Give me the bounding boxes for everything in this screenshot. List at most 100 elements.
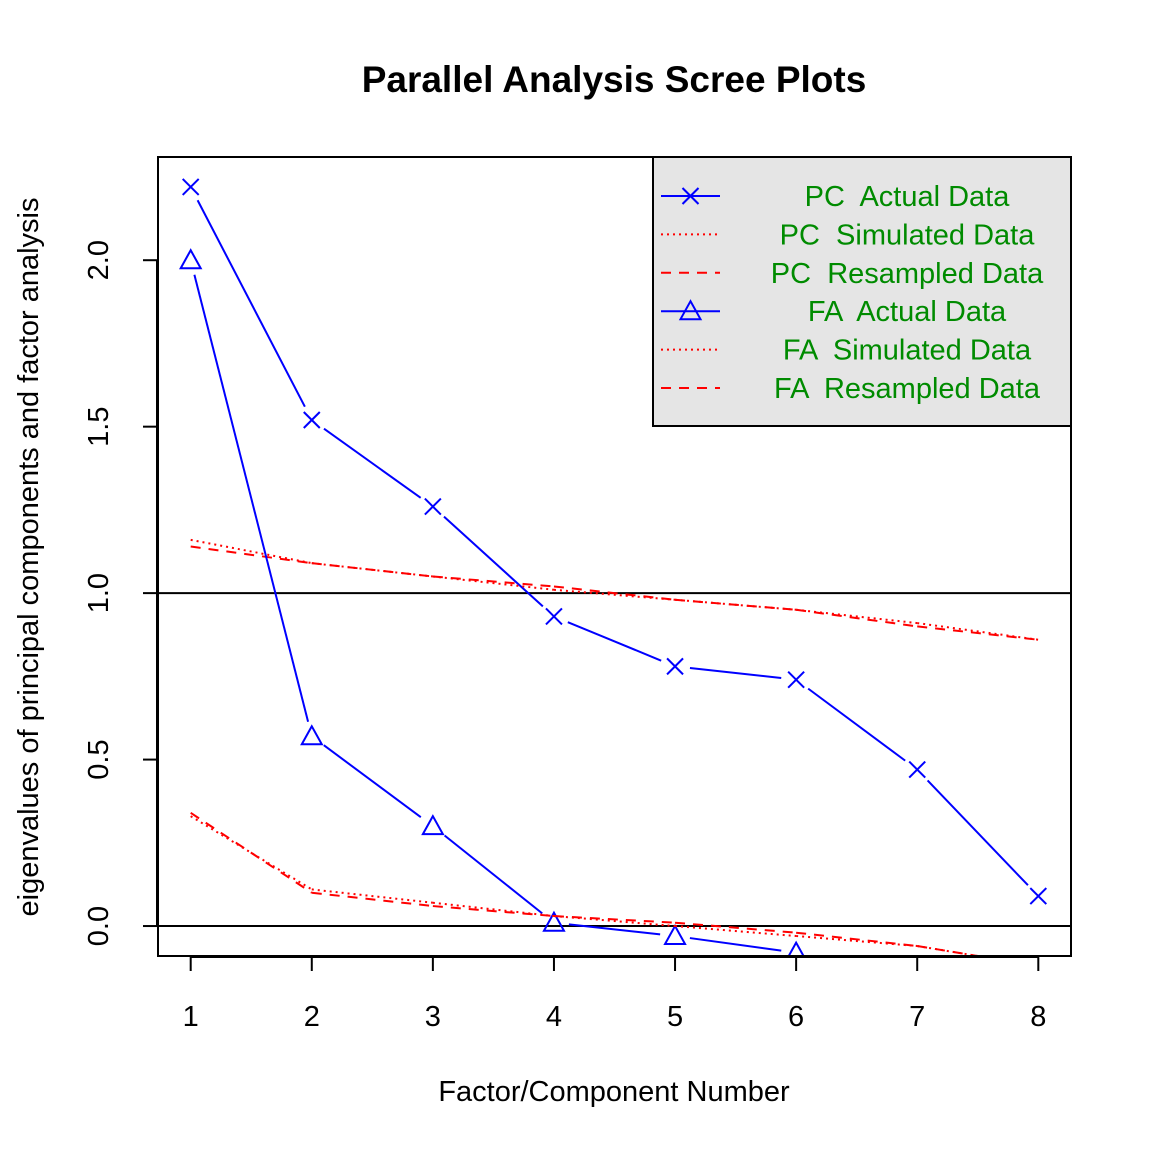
- series-5-segment-6: [917, 945, 984, 956]
- series-0: [181, 178, 1048, 905]
- legend-item-0: PC Actual Data: [661, 181, 1010, 213]
- x-axis: 1 2 3 4 5 6 7 8: [183, 956, 1046, 1033]
- series-2-segment-5: [795, 608, 918, 628]
- legend-label-1: PC Simulated Data: [780, 219, 1036, 251]
- legend-label-0: PC Actual Data: [805, 181, 1011, 213]
- y-axis-label: eigenvalues of principal components and …: [13, 198, 45, 917]
- series-0-segment-1: [323, 427, 422, 499]
- series-0-point-1-stroke-b: [181, 178, 200, 196]
- series-2-segment-2: [432, 575, 555, 588]
- series-4-segment-2: [432, 901, 555, 918]
- series-2-segment-4: [674, 598, 797, 611]
- legend-label-2: PC Resampled Data: [771, 258, 1044, 290]
- series-3-segment-3: [568, 923, 661, 936]
- series-5-segment-5: [796, 931, 918, 948]
- legend-label-3: FA Actual Data: [808, 296, 1007, 328]
- series-0-segment-2: [443, 515, 544, 608]
- series-4-segment-5: [796, 935, 918, 948]
- series-4-segment-1: [311, 888, 433, 904]
- series-0-point-6-stroke-b: [787, 670, 805, 689]
- legend-label-4: FA Simulated Data: [783, 335, 1032, 367]
- series-5-segment-3: [553, 915, 676, 924]
- series-2-segment-6: [917, 625, 1039, 641]
- series-5-segment-2: [432, 905, 555, 918]
- series-3-point-4: [542, 910, 566, 932]
- legend-box: [652, 156, 1072, 427]
- series-5: [190, 812, 984, 956]
- series-2-segment-1: [311, 562, 433, 578]
- x-tick-label-4: 4: [546, 1001, 562, 1033]
- series-0-point-1: [181, 178, 200, 196]
- series-0-point-3: [424, 497, 442, 516]
- series-2-segment-3: [553, 585, 676, 601]
- series-5-segment-1: [311, 891, 433, 908]
- series-0-point-6: [787, 670, 805, 689]
- series-0-point-8-stroke-b: [1029, 887, 1048, 905]
- y-axis: 0.0 0.5 1.0 1.5 2.0: [83, 240, 158, 946]
- legend-marker-3: [678, 299, 703, 321]
- series-2: [190, 545, 1039, 641]
- series-1-segment-0: [190, 538, 312, 565]
- series-4-segment-4: [674, 925, 797, 938]
- series-3-point-2: [300, 724, 324, 746]
- series-1-segment-5: [796, 608, 918, 625]
- series-0-point-5: [666, 657, 684, 676]
- legend: PC Actual Data PC Simulated Data PC Resamp…: [652, 156, 1072, 427]
- series-0-segment-0: [196, 199, 306, 408]
- series-0-point-7-stroke-b: [908, 760, 926, 779]
- x-tick-label-5: 5: [667, 1001, 683, 1033]
- series-3-segment-0: [193, 274, 310, 722]
- y-tick-label-0-5: 0.5: [83, 739, 115, 779]
- series-4: [190, 815, 984, 956]
- legend-item-2: PC Resampled Data: [661, 258, 1044, 290]
- legend-item-1: PC Simulated Data: [661, 219, 1035, 251]
- series-3-point-6: [787, 940, 805, 956]
- series-3-point-3: [421, 814, 445, 836]
- series-0-point-2: [303, 411, 321, 429]
- legend-item-5: FA Resampled Data: [661, 373, 1041, 405]
- x-tick-label-1: 1: [183, 1001, 199, 1033]
- x-tick-label-8: 8: [1030, 1001, 1046, 1033]
- plot-area: [158, 178, 1071, 956]
- series-1-segment-2: [432, 575, 555, 591]
- series-1-segment-6: [917, 622, 1039, 641]
- series-2-segment-0: [190, 545, 312, 565]
- series-5-segment-4: [674, 921, 797, 934]
- x-tick-label-7: 7: [909, 1001, 925, 1033]
- series-0-point-4-stroke-b: [545, 607, 563, 626]
- x-tick-label-3: 3: [425, 1001, 441, 1033]
- series-0-point-5-stroke-b: [666, 657, 684, 676]
- x-tick-label-6: 6: [788, 1001, 804, 1033]
- series-0-point-4: [545, 607, 563, 626]
- series-3: [178, 248, 805, 956]
- series-3-point-1: [178, 248, 203, 270]
- x-tick-label-2: 2: [304, 1001, 320, 1033]
- series-0-segment-3: [567, 621, 662, 662]
- legend-marker-0-stroke-b: [681, 187, 700, 205]
- series-3-segment-4: [689, 937, 782, 952]
- series-0-segment-6: [926, 779, 1029, 886]
- series-0-point-3-stroke-b: [424, 497, 442, 516]
- series-0-point-8: [1029, 887, 1048, 905]
- series-5-segment-0: [190, 812, 313, 894]
- legend-marker-0: [681, 187, 700, 205]
- y-tick-label-1-0: 1.0: [83, 573, 115, 613]
- legend-label-5: FA Resampled Data: [774, 373, 1041, 405]
- series-3-segment-2: [443, 834, 543, 915]
- y-tick-label-0-0: 0.0: [83, 906, 115, 946]
- series-0-point-7: [908, 760, 926, 779]
- series-4-segment-3: [553, 915, 676, 928]
- series-1-segment-3: [553, 588, 676, 601]
- y-tick-label-2-0: 2.0: [83, 240, 115, 280]
- legend-item-4: FA Simulated Data: [661, 335, 1032, 367]
- series-0-segment-5: [807, 687, 906, 762]
- series-3-segment-1: [323, 744, 422, 819]
- series-0-segment-4: [689, 667, 782, 680]
- y-tick-label-1-5: 1.5: [83, 406, 115, 446]
- axes: 1 2 3 4 5 6 7 8 0.0 0.5 1.0 1.5 2.0: [83, 156, 1072, 1033]
- chart-title: Parallel Analysis Scree Plots: [362, 59, 867, 100]
- legend-item-3: FA Actual Data: [661, 296, 1007, 328]
- series-0-point-2-stroke-b: [303, 411, 321, 429]
